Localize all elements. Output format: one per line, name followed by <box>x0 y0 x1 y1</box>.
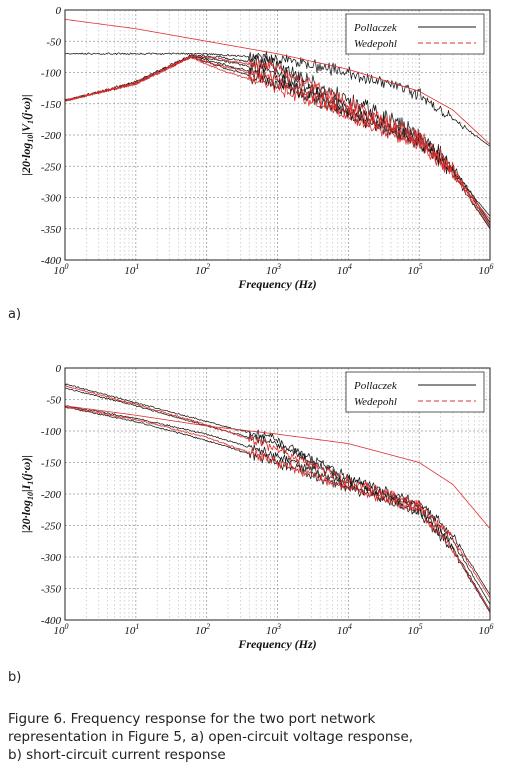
legend-box <box>345 13 485 55</box>
caption-line-3: b) short-circuit current response <box>8 747 226 763</box>
x-tick-label: 105 <box>408 262 423 277</box>
series-line-wedepohl <box>64 385 491 599</box>
x-tick-label: 105 <box>408 622 423 637</box>
series-line-pollaczek <box>64 405 491 611</box>
panel-label: a) <box>8 307 21 322</box>
series-group <box>64 18 491 229</box>
series-line-pollaczek <box>64 383 491 595</box>
panel-label: b) <box>8 670 21 685</box>
series-line-pollaczek <box>64 51 491 147</box>
y-tick-label: -50 <box>46 395 61 407</box>
x-axis-label: Frequency (Hz) <box>237 637 316 651</box>
y-axis-label: |20·log10|I1(j·ω)| <box>19 455 35 533</box>
y-tick-label: -250 <box>41 521 62 533</box>
y-tick-label: -300 <box>41 193 62 205</box>
y-tick-label: -200 <box>41 130 62 142</box>
y-tick-label: -150 <box>41 458 62 470</box>
y-tick-label: -250 <box>41 161 62 173</box>
y-tick-label: -100 <box>41 426 62 438</box>
plot-frame <box>64 367 491 621</box>
series-line-wedepohl <box>64 405 491 529</box>
x-tick-label: 102 <box>195 262 210 277</box>
x-tick-label: 101 <box>124 622 139 637</box>
series-line-wedepohl <box>64 57 491 220</box>
y-tick-label: -350 <box>41 584 62 596</box>
grid-lines <box>64 9 490 261</box>
legend-label-pollaczek: Pollaczek <box>353 22 398 34</box>
y-tick-label: 0 <box>56 5 62 17</box>
legend-label-wedepohl: Wedepohl <box>354 38 397 50</box>
y-tick-label: -100 <box>41 68 62 80</box>
series-line-wedepohl <box>64 18 491 145</box>
x-tick-label: 103 <box>266 622 281 637</box>
caption-line-1: Figure 6. Frequency response for the two… <box>8 711 376 727</box>
x-tick-label: 106 <box>479 262 494 277</box>
y-tick-label: -400 <box>41 255 62 267</box>
x-tick-label: 106 <box>479 622 494 637</box>
x-tick-label: 100 <box>54 622 69 637</box>
legend: Pollaczek Wedepohl <box>345 13 485 55</box>
x-tick-label: 104 <box>337 622 352 637</box>
legend: Pollaczek Wedepohl <box>345 371 485 413</box>
legend-box <box>345 371 485 413</box>
x-axis-label: Frequency (Hz) <box>237 277 316 291</box>
x-tick-label: 102 <box>195 622 210 637</box>
figure-caption: Figure 6. Frequency response for the two… <box>8 710 498 764</box>
legend-label-wedepohl: Wedepohl <box>354 396 397 408</box>
series-line-wedepohl <box>64 406 491 611</box>
series-group <box>64 383 491 613</box>
y-tick-label: -350 <box>41 224 62 236</box>
caption-line-2: representation in Figure 5, a) open-circ… <box>8 729 414 745</box>
series-line-pollaczek <box>64 54 491 229</box>
y-tick-label: -400 <box>41 615 62 627</box>
y-tick-label: -50 <box>46 36 61 48</box>
x-tick-label: 104 <box>337 262 352 277</box>
y-tick-label: -200 <box>41 489 62 501</box>
x-tick-label: 103 <box>266 262 281 277</box>
plot-frame <box>64 9 491 261</box>
y-tick-label: -150 <box>41 99 62 111</box>
series-line-wedepohl <box>64 56 491 228</box>
y-tick-label: -300 <box>41 552 62 564</box>
x-tick-label: 100 <box>54 262 69 277</box>
x-tick-label: 101 <box>124 262 139 277</box>
legend-label-pollaczek: Pollaczek <box>353 380 398 392</box>
y-axis-label: |20·log10|V1(j·ω)| <box>19 94 35 175</box>
y-tick-label: 0 <box>56 363 62 375</box>
